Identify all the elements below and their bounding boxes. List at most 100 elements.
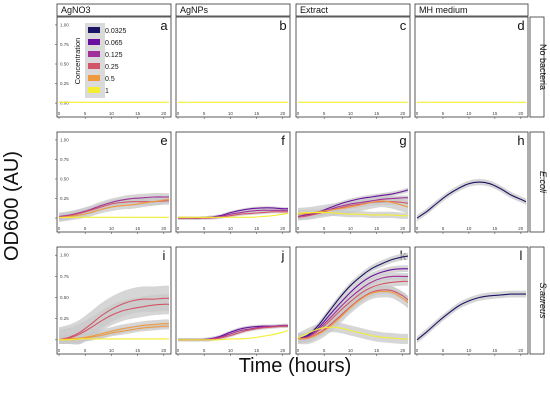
x-tick-label: 10 [228, 111, 234, 116]
panel-letter: l [520, 248, 523, 263]
x-tick-label: 20 [518, 348, 524, 353]
series-line [58, 303, 170, 341]
y-axis-label: OD600 (AU) [1, 151, 23, 261]
series-line [297, 290, 409, 340]
panel-c: 0 5 10 15 20 c [295, 16, 411, 119]
x-axis-label: Time (hours) [239, 355, 352, 377]
series-line [416, 293, 526, 341]
panel-letter: f [281, 133, 285, 148]
legend: 0.0325 0.065 0.125 0.25 0.5 1 Concentration [73, 23, 127, 98]
legend-background [85, 23, 105, 98]
x-tick-label: 20 [161, 111, 167, 116]
x-tick-label: 10 [109, 226, 115, 231]
panel-letter: j [281, 248, 285, 263]
x-tick-label: 20 [518, 111, 524, 116]
panel-letter: d [517, 18, 524, 33]
x-tick-label: 15 [492, 111, 498, 116]
series-line [297, 326, 409, 340]
y-tick-label: 0.50 [60, 62, 69, 67]
series-line [178, 329, 289, 341]
x-tick-label: 10 [109, 348, 115, 353]
x-tick-label: 15 [254, 111, 260, 116]
series-line [178, 211, 288, 219]
row-strip [529, 246, 545, 355]
x-tick-label: 0 [177, 226, 180, 231]
y-tick-label: 0.75 [60, 157, 69, 162]
panel-letter: e [160, 133, 167, 148]
x-tick-label: 20 [280, 111, 286, 116]
series-line [416, 181, 527, 219]
x-tick-label: 20 [161, 348, 167, 353]
row-strip-label: No bacteria [538, 44, 548, 90]
column-strip [295, 3, 411, 17]
legend-swatch [88, 75, 100, 81]
column-strip [56, 3, 172, 17]
confidence-band [417, 290, 526, 344]
panel-h: 0 5 10 15 20 h [414, 131, 529, 234]
y-tick-label: 0.25 [60, 196, 69, 201]
legend-swatch [88, 27, 100, 33]
y-tick-label: 0.25 [60, 316, 69, 321]
panel-letter: b [279, 18, 286, 33]
column-strip-label: AgNO3 [61, 5, 91, 15]
panel-frame [175, 16, 291, 118]
confidence-band [417, 179, 526, 222]
legend-item-label: 0.5 [105, 76, 115, 83]
x-tick-label: 0 [177, 111, 180, 116]
series-line [297, 289, 409, 340]
panel-letter: i [163, 248, 166, 263]
panel-frame [295, 16, 411, 118]
series-line [58, 297, 170, 341]
x-tick-label: 10 [466, 226, 472, 231]
panel-frame [175, 246, 291, 355]
y-tick-label: 1.00 [60, 22, 69, 27]
x-tick-label: 5 [203, 111, 206, 116]
panel-frame [414, 16, 529, 118]
x-tick-label: 5 [442, 348, 445, 353]
column-strip-label: AgNPs [180, 5, 209, 15]
x-tick-label: 10 [348, 226, 354, 231]
x-tick-label: 15 [135, 226, 141, 231]
x-tick-label: 0 [58, 226, 61, 231]
panel-a: 0 5 10 15 20 0.00 0.25 0.50 0.75 1.00 a [55, 16, 172, 119]
x-tick-label: 0 [58, 348, 61, 353]
x-tick-label: 0 [416, 348, 419, 353]
x-tick-label: 10 [466, 348, 472, 353]
x-tick-label: 10 [109, 111, 115, 116]
x-tick-label: 20 [518, 226, 524, 231]
row-strip [529, 131, 545, 233]
panel-letter: h [517, 133, 524, 148]
x-tick-label: 5 [442, 111, 445, 116]
legend-swatch [88, 87, 100, 93]
x-tick-label: 10 [348, 111, 354, 116]
legend-item-label: 1 [105, 88, 109, 95]
series-line [58, 196, 169, 218]
panel-b: 0 5 10 15 20 b [175, 16, 291, 119]
x-tick-label: 10 [348, 348, 354, 353]
x-tick-label: 5 [442, 226, 445, 231]
x-tick-label: 15 [492, 226, 498, 231]
x-tick-label: 20 [400, 111, 406, 116]
y-tick-label: 0.50 [60, 295, 69, 300]
confidence-band [178, 324, 288, 342]
x-tick-label: 5 [84, 226, 87, 231]
legend-swatch [88, 63, 100, 69]
x-tick-label: 10 [228, 226, 234, 231]
series-line [58, 198, 170, 219]
panel-f: 0 5 10 15 20 f [175, 131, 291, 234]
x-tick-label: 5 [84, 348, 87, 353]
x-tick-label: 0 [297, 111, 300, 116]
x-tick-label: 5 [323, 226, 326, 231]
series-line [297, 200, 409, 215]
x-tick-label: 0 [297, 226, 300, 231]
x-tick-label: 0 [297, 348, 300, 353]
legend-item-label: 0.0325 [105, 28, 127, 35]
x-tick-label: 15 [492, 348, 498, 353]
series-line [297, 212, 409, 217]
panel-d: 0 5 10 15 20 d [414, 16, 529, 119]
x-tick-label: 20 [400, 348, 406, 353]
series-line [297, 280, 409, 340]
panel-j: 0 5 10 15 20 j [175, 246, 291, 356]
